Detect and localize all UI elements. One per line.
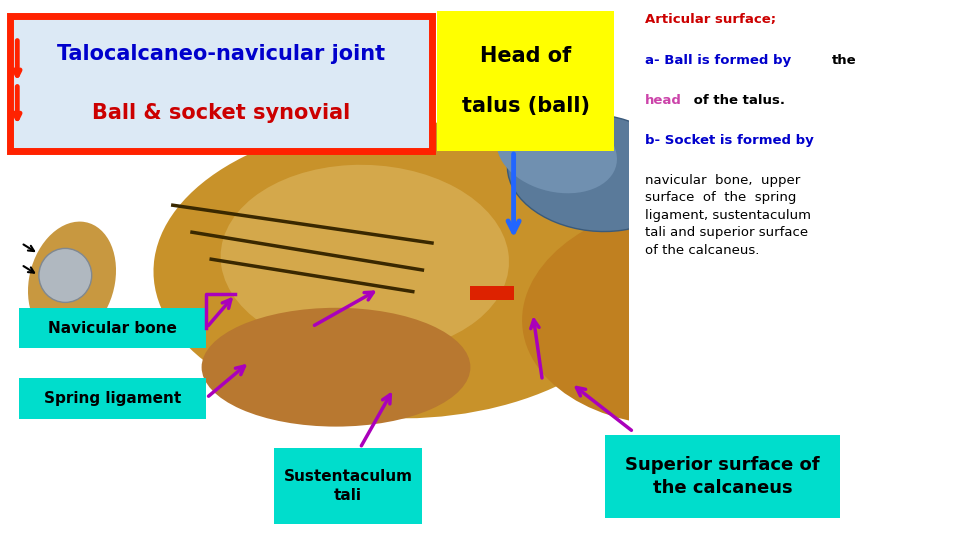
FancyBboxPatch shape — [437, 11, 614, 151]
FancyBboxPatch shape — [19, 378, 206, 419]
Text: Head of: Head of — [480, 46, 571, 66]
Text: b- Socket is formed by: b- Socket is formed by — [645, 133, 814, 146]
Text: Spring ligament: Spring ligament — [44, 391, 181, 406]
Ellipse shape — [154, 122, 653, 418]
Ellipse shape — [28, 221, 116, 340]
Text: talus (ball): talus (ball) — [462, 96, 589, 116]
Text: navicular  bone,  upper
surface  of  the  spring
ligament, sustentaculum
tali an: navicular bone, upper surface of the spr… — [645, 173, 811, 256]
Text: Sustentaculum
tali: Sustentaculum tali — [283, 469, 413, 503]
Ellipse shape — [496, 109, 617, 193]
Ellipse shape — [508, 114, 683, 232]
Text: Navicular bone: Navicular bone — [48, 321, 178, 335]
Ellipse shape — [221, 165, 509, 354]
FancyBboxPatch shape — [274, 448, 422, 524]
FancyBboxPatch shape — [19, 308, 206, 348]
Text: Superior surface of
the calcaneus: Superior surface of the calcaneus — [625, 456, 820, 497]
Text: the: the — [832, 53, 857, 66]
FancyBboxPatch shape — [10, 16, 432, 151]
Text: head: head — [645, 93, 682, 106]
Text: Articular surface;: Articular surface; — [645, 14, 777, 26]
Text: Ball & socket synovial: Ball & socket synovial — [91, 103, 350, 124]
FancyBboxPatch shape — [470, 286, 514, 300]
Text: Talocalcaneo-navicular joint: Talocalcaneo-navicular joint — [57, 44, 385, 64]
FancyBboxPatch shape — [605, 435, 840, 518]
Ellipse shape — [522, 200, 860, 426]
Text: of the talus.: of the talus. — [689, 93, 785, 106]
Ellipse shape — [202, 308, 470, 427]
Ellipse shape — [38, 248, 92, 302]
FancyBboxPatch shape — [629, 0, 960, 540]
Text: a- Ball is formed by: a- Ball is formed by — [645, 53, 796, 66]
